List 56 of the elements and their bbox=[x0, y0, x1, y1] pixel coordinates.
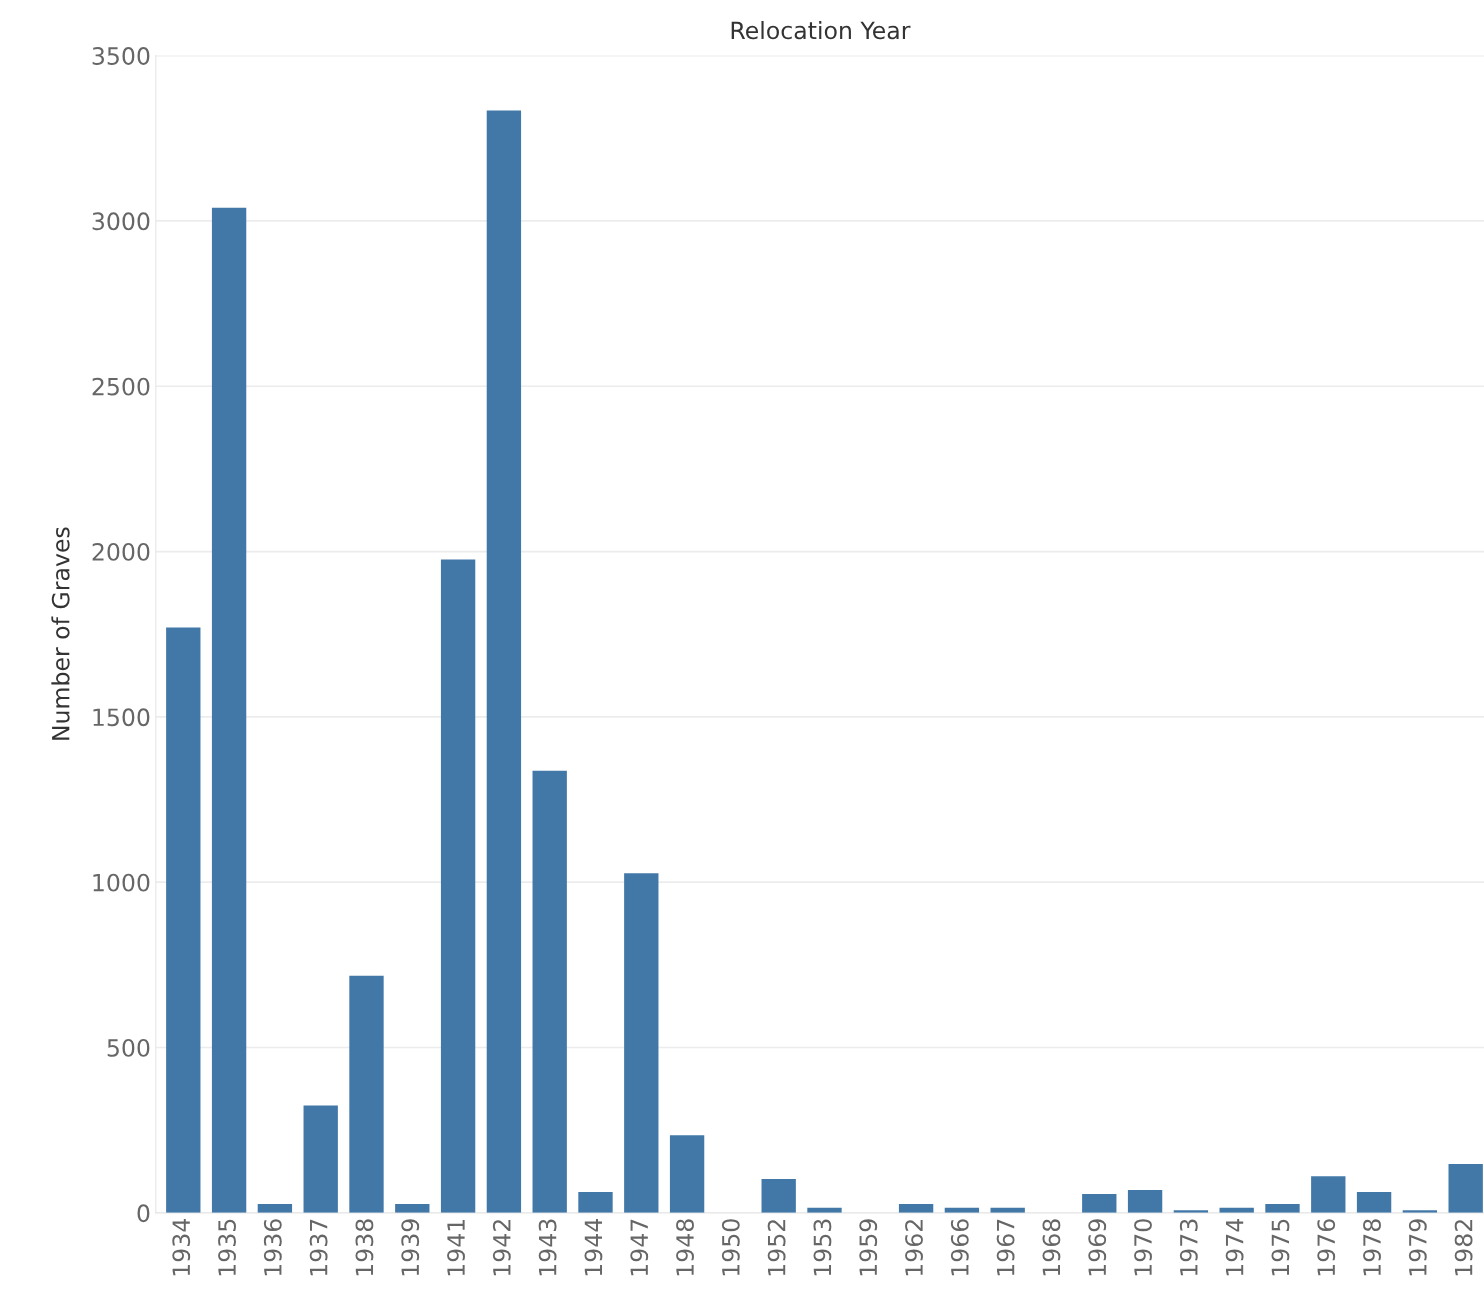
bar bbox=[624, 873, 659, 1213]
bar bbox=[761, 1179, 796, 1213]
bar bbox=[1356, 1192, 1392, 1213]
bar bbox=[166, 627, 201, 1213]
bar bbox=[349, 975, 384, 1213]
bar bbox=[578, 1192, 613, 1213]
bar bbox=[1311, 1176, 1346, 1213]
bar bbox=[1448, 1163, 1483, 1213]
x-tick-label: 1968 bbox=[1042, 1219, 1061, 1276]
x-tick-label: 1943 bbox=[538, 1219, 557, 1276]
bar bbox=[440, 559, 476, 1213]
x-tick-label: 1973 bbox=[1179, 1219, 1198, 1276]
bar bbox=[486, 110, 522, 1213]
x-tick-label: 1936 bbox=[263, 1219, 282, 1276]
x-tick-label: 1942 bbox=[492, 1220, 511, 1276]
x-tick-label: 1978 bbox=[1363, 1219, 1381, 1276]
x-tick-label: 1982 bbox=[1454, 1220, 1473, 1276]
x-tick-label: 1970 bbox=[1134, 1219, 1152, 1276]
x-tick-label: 1979 bbox=[1408, 1219, 1427, 1276]
y-tick-label: 1500 bbox=[93, 708, 150, 727]
x-tick-label: 1941 bbox=[447, 1219, 465, 1276]
x-tick-label: 1969 bbox=[1088, 1219, 1107, 1276]
y-tick-label: 2000 bbox=[92, 543, 150, 561]
x-tick-label: 1944 bbox=[584, 1219, 603, 1276]
y-axis-title: Number of Graves bbox=[51, 527, 70, 740]
y-tick-label: 2500 bbox=[92, 377, 150, 396]
bar bbox=[1082, 1193, 1117, 1213]
x-tick-label: 1937 bbox=[309, 1219, 328, 1276]
bar bbox=[669, 1135, 705, 1213]
y-tick-label: 1000 bbox=[93, 873, 150, 892]
y-tick-label: 500 bbox=[107, 1038, 150, 1057]
x-tick-label: 1935 bbox=[218, 1219, 236, 1276]
bar bbox=[1265, 1203, 1300, 1213]
x-axis-title: Relocation Year bbox=[731, 20, 911, 40]
x-tick-label: 1952 bbox=[767, 1220, 786, 1276]
x-tick-label: 1966 bbox=[950, 1219, 969, 1276]
x-tick-label: 1974 bbox=[1225, 1219, 1244, 1276]
bar bbox=[303, 1105, 338, 1213]
bar bbox=[211, 207, 247, 1213]
y-tick-label: 3500 bbox=[92, 47, 150, 65]
x-tick-label: 1950 bbox=[721, 1219, 740, 1276]
x-tick-label: 1976 bbox=[1317, 1219, 1336, 1276]
x-tick-label: 1953 bbox=[813, 1219, 832, 1276]
x-tick-label: 1934 bbox=[172, 1219, 191, 1276]
y-tick-label: 0 bbox=[137, 1204, 150, 1223]
x-tick-label: 1967 bbox=[996, 1219, 1015, 1276]
y-tick-label: 3000 bbox=[92, 212, 150, 231]
x-tick-label: 1939 bbox=[401, 1219, 420, 1276]
x-tick-label: 1975 bbox=[1271, 1219, 1290, 1276]
bar bbox=[532, 770, 567, 1213]
x-tick-label: 1962 bbox=[905, 1220, 923, 1276]
x-tick-label: 1948 bbox=[676, 1219, 694, 1276]
bar bbox=[1127, 1190, 1163, 1213]
x-tick-label: 1938 bbox=[355, 1219, 374, 1276]
x-tick-label: 1959 bbox=[859, 1219, 878, 1276]
x-tick-label: 1947 bbox=[630, 1219, 649, 1276]
